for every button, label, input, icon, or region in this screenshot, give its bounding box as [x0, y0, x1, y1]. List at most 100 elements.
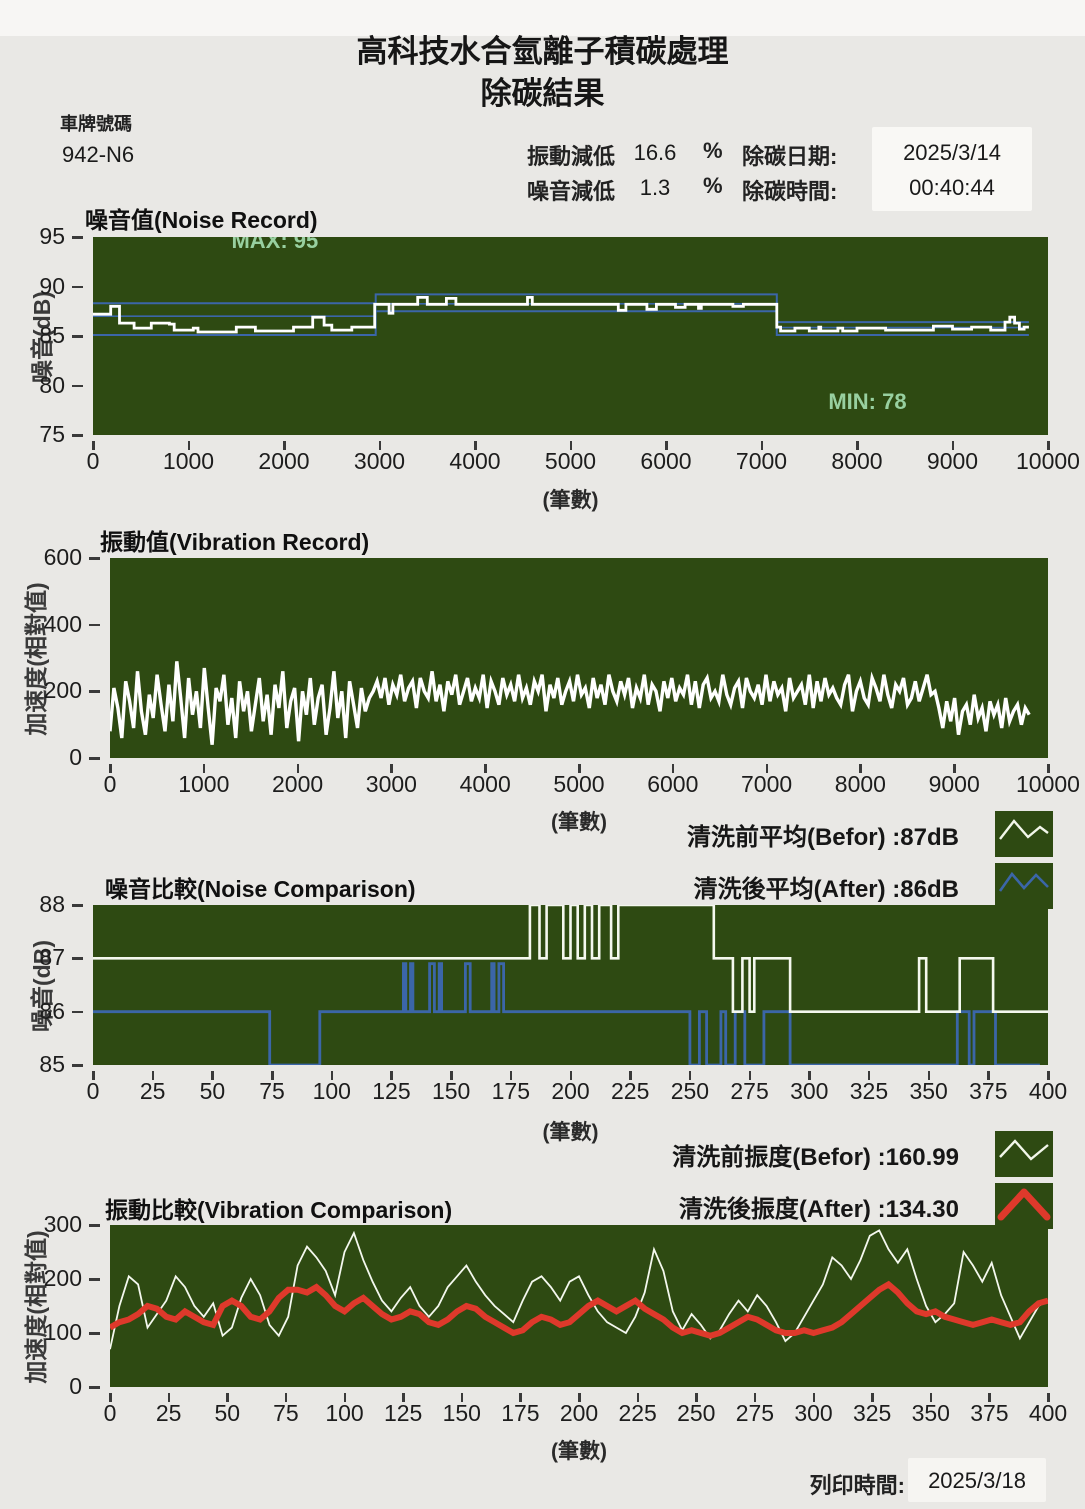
annotation: MAX: 95 [231, 237, 319, 253]
series-after-vibration [110, 1280, 1048, 1339]
x-tick-mark [1047, 764, 1050, 773]
x-tick-label: 25 [139, 1078, 166, 1104]
y-tick-label: 88 [39, 891, 65, 917]
y-tick-label: 0 [69, 1373, 82, 1399]
page-title: 高科技水合氫離子積碳處理 [356, 34, 729, 69]
x-tick-mark [460, 1393, 464, 1402]
x-tick-mark [569, 1071, 572, 1080]
x-tick-mark [450, 1071, 453, 1080]
vibration-record-xlabel: (筆數) [551, 811, 607, 834]
x-tick-label: 250 [670, 1078, 710, 1104]
x-tick-label: 175 [491, 1078, 530, 1104]
y-tick-label: 75 [39, 421, 65, 447]
x-tick-mark [109, 1393, 112, 1402]
x-tick-label: 100 [325, 1400, 364, 1426]
x-tick-label: 25 [155, 1400, 182, 1426]
x-tick-label: 300 [794, 1400, 833, 1426]
x-tick-mark [187, 441, 190, 450]
x-tick-mark [1047, 1071, 1050, 1080]
x-tick-label: 10000 [1016, 771, 1080, 797]
y-tick-mark [72, 904, 83, 907]
y-tick-mark [89, 1332, 100, 1335]
x-tick-mark [109, 764, 112, 773]
x-tick-label: 9000 [926, 448, 979, 474]
x-tick-mark [951, 441, 954, 450]
print-time-value: 2025/3/18 [928, 1468, 1026, 1493]
vibration-reduction-unit: % [703, 138, 723, 163]
x-tick-mark [378, 441, 381, 450]
x-tick-mark [760, 441, 763, 450]
y-tick-mark [72, 236, 83, 239]
series-after-band-upper [93, 293, 1029, 324]
noise-comparison-xlabel: (筆數) [542, 1121, 599, 1144]
x-tick-mark [1047, 1393, 1050, 1402]
x-tick-mark [987, 1071, 990, 1080]
y-tick-mark [89, 690, 100, 693]
before-line-swatch-icon [995, 811, 1053, 857]
x-tick-mark [856, 441, 859, 450]
x-tick-mark [484, 764, 487, 773]
x-tick-label: 200 [559, 1400, 599, 1426]
legend-noise-after: 清洗後平均(After) :86dB [0, 862, 1053, 910]
decarbon-date-value: 2025/3/14 [903, 140, 1001, 165]
x-tick-mark [748, 1071, 752, 1080]
x-tick-label: 4000 [459, 771, 511, 797]
noise-record-xlabel: (筆數) [542, 489, 599, 512]
decarbon-time-value: 00:40:44 [909, 175, 995, 200]
vibration-reduction-label: 振動減低 [527, 144, 616, 169]
x-tick-label: 8000 [834, 771, 886, 797]
print-time-panel [908, 1458, 1046, 1502]
x-tick-label: 150 [431, 1078, 471, 1104]
x-tick-mark [765, 764, 769, 773]
x-tick-label: 350 [911, 1400, 950, 1426]
y-tick-mark [72, 335, 83, 338]
x-tick-label: 250 [677, 1400, 716, 1426]
x-tick-label: 6000 [647, 771, 699, 797]
x-tick-label: 3000 [353, 448, 406, 474]
x-tick-label: 1000 [162, 448, 215, 474]
x-tick-mark [578, 764, 581, 773]
x-tick-label: 375 [970, 1400, 1009, 1426]
y-tick-mark [72, 285, 83, 288]
x-tick-label: 325 [852, 1400, 892, 1426]
plot-area-0: MAX: 95 MIN: 78 [93, 237, 1048, 435]
x-tick-label: 9000 [928, 771, 980, 797]
y-tick-label: 85 [39, 322, 65, 348]
annotation: MIN: 78 [828, 389, 907, 414]
y-tick-mark [89, 1278, 100, 1281]
x-tick-mark [296, 764, 300, 773]
plot-area-2 [93, 905, 1048, 1065]
plot-area-1 [110, 558, 1048, 758]
y-tick-label: 87 [39, 944, 65, 971]
y-tick-label: 200 [43, 1265, 82, 1291]
x-tick-mark [390, 764, 393, 773]
x-tick-mark [151, 1071, 155, 1080]
x-tick-label: 6000 [640, 448, 692, 474]
y-tick-label: 100 [43, 1319, 82, 1345]
decarbon-time-label: 除碳時間: [742, 179, 838, 204]
x-tick-label: 175 [501, 1400, 540, 1426]
x-tick-mark [284, 1393, 288, 1402]
x-tick-mark [671, 764, 675, 773]
legend-noise-before-label: 清洗前平均(Befor) :87dB [686, 823, 959, 851]
plate-number-value: 942-N6 [62, 142, 135, 167]
x-tick-label: 2000 [272, 771, 324, 797]
x-tick-label: 0 [86, 448, 100, 474]
legend-noise-before: 清洗前平均(Befor) :87dB [0, 810, 1053, 858]
x-tick-label: 275 [735, 1400, 775, 1426]
x-tick-label: 400 [1028, 1400, 1068, 1426]
series-before-87db [93, 905, 1048, 1013]
x-tick-label: 125 [383, 1400, 423, 1426]
x-tick-label: 75 [259, 1078, 285, 1104]
x-tick-mark [509, 1071, 513, 1080]
x-tick-label: 2000 [258, 448, 310, 474]
y-tick-mark [72, 1010, 83, 1014]
x-tick-mark [953, 764, 956, 773]
x-tick-label: 350 [909, 1078, 948, 1104]
x-tick-mark [343, 1393, 346, 1402]
x-tick-mark [867, 1071, 871, 1080]
before-vibration-swatch-icon [995, 1131, 1053, 1177]
vibration-reduction-value: 16.6 [633, 140, 677, 165]
x-tick-label: 275 [730, 1078, 769, 1104]
legend-vibration-after: 清洗後振度(After) :134.30 [0, 1182, 1053, 1230]
